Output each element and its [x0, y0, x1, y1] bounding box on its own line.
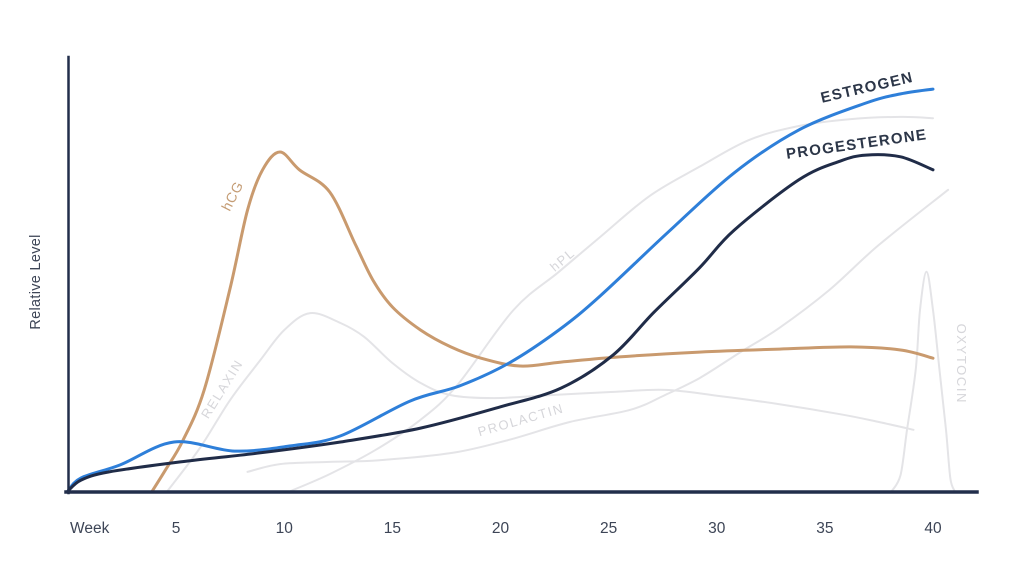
x-tick-35: 35	[816, 520, 833, 537]
x-tick-10: 10	[276, 520, 294, 537]
curve-label-group: RELAXINhPLPROLACTINOXYTOCINhCGESTROGENPR…	[198, 69, 969, 439]
label-prolactin: PROLACTIN	[476, 400, 566, 439]
x-tick-group: 5 10 15 20 25 30 35 40	[172, 520, 942, 537]
axes-group	[64, 55, 979, 495]
curve-relaxin	[166, 312, 915, 492]
curve-group	[66, 87, 956, 493]
x-tick-15: 15	[384, 520, 401, 537]
curve-progesterone	[66, 153, 935, 493]
y-axis-label: Relative Level	[28, 234, 44, 329]
curve-hpl	[289, 115, 934, 492]
label-oxytocin: OXYTOCIN	[954, 324, 969, 404]
x-tick-30: 30	[708, 520, 726, 537]
curve-prolactin	[246, 188, 950, 473]
curve-oxytocin	[890, 270, 956, 492]
x-tick-40: 40	[924, 520, 942, 537]
curve-estrogen	[66, 87, 935, 493]
x-tick-5: 5	[172, 520, 181, 537]
curve-hcg	[150, 150, 935, 493]
x-axis-week-label: Week	[70, 520, 110, 537]
label-hcg: hCG	[218, 178, 246, 213]
x-tick-20: 20	[492, 520, 510, 537]
x-tick-25: 25	[600, 520, 617, 537]
